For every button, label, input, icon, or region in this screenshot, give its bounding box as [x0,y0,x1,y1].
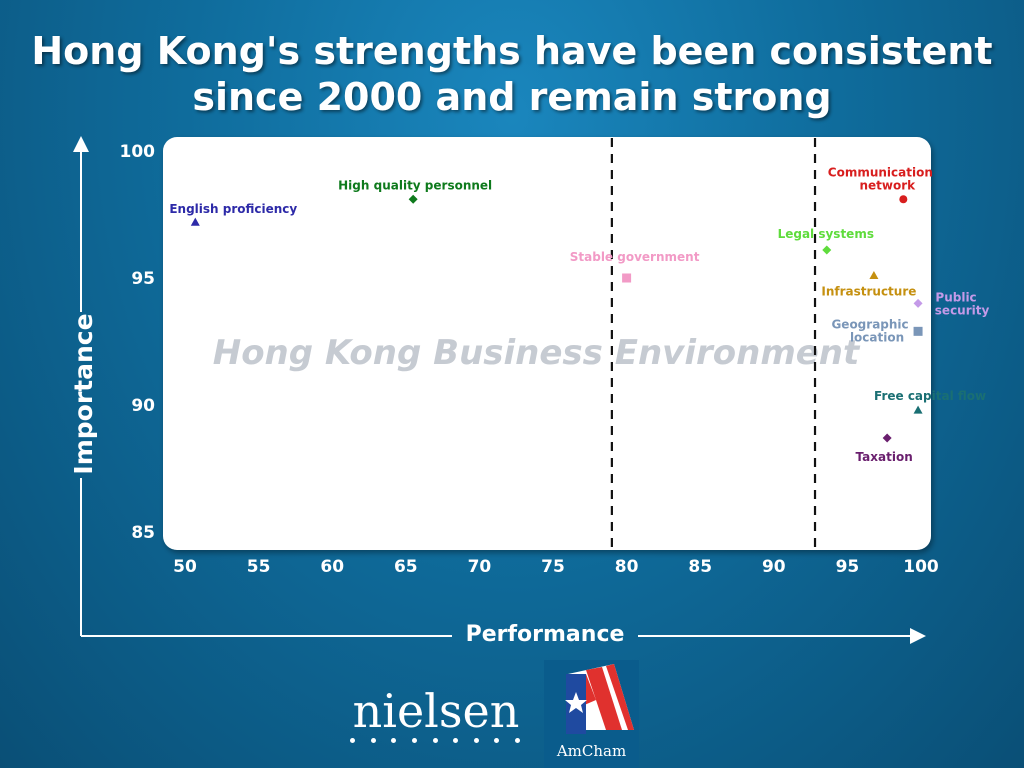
nielsen-logo: nielsen [346,684,526,738]
y-tick-label: 90 [131,396,155,416]
y-tick-labels: 85 90 95 100 [120,142,156,543]
y-tick-label: 95 [131,269,155,289]
title-line-1: Hong Kong's strengths have been consiste… [31,29,993,73]
data-point-communication-network [899,195,908,204]
data-points: English proficiency High quality personne… [169,165,989,464]
data-point-geographic-location [913,326,923,336]
nielsen-logo-text: nielsen [352,684,520,738]
x-tick-label: 65 [394,557,418,577]
reference-lines [610,138,817,549]
data-point-stable-government [622,273,632,283]
data-point-infrastructure [869,270,879,280]
amcham-logo: AmCham [544,660,639,768]
x-tick-label: 55 [247,557,271,577]
x-tick-label: 80 [615,557,639,577]
y-axis: Importance [69,136,98,636]
x-tick-labels: 50 55 60 65 70 75 80 85 90 95 100 [173,557,939,577]
data-label-stable-government: Stable government [570,250,700,264]
amcham-logo-text: AmCham [556,742,627,760]
data-label-communication-network: network [860,178,917,192]
data-label-public-security: Public [935,290,976,304]
x-tick-label: 75 [541,557,565,577]
data-label-legal-systems: Legal systems [778,227,874,241]
slide-title: Hong Kong's strengths have been consiste… [0,28,1024,120]
x-tick-label: 60 [320,557,344,577]
y-axis-label: Importance [69,313,98,474]
x-tick-label: 100 [903,557,939,577]
x-tick-label: 95 [836,557,860,577]
x-axis: Performance [81,622,926,647]
amcham-sail-icon [565,664,634,734]
data-point-english-proficiency [190,217,200,226]
data-label-taxation: Taxation [856,450,913,464]
nielsen-logo-dots [350,738,520,746]
x-axis-arrow-icon [910,628,926,644]
x-tick-label: 70 [468,557,492,577]
data-label-geographic-location: Geographic [831,317,908,331]
data-point-legal-systems [822,245,832,255]
data-point-public-security [913,298,923,308]
data-label-public-security: security [935,303,990,317]
data-label-infrastructure: Infrastructure [821,284,916,298]
data-label-geographic-location: location [850,330,904,344]
data-label-communication-network: Communication [828,165,933,179]
x-tick-label: 90 [762,557,786,577]
data-label-english-proficiency: English proficiency [169,202,297,216]
data-label-free-capital-flow: Free capital flow [874,389,986,403]
y-axis-arrow-icon [73,136,89,152]
y-tick-label: 100 [120,142,156,162]
y-tick-label: 85 [131,523,155,543]
data-point-free-capital-flow [913,405,923,414]
x-axis-label: Performance [466,622,625,647]
x-tick-label: 50 [173,557,197,577]
watermark: Hong Kong Business Environment [213,333,861,373]
data-label-high-quality-personnel: High quality personnel [338,178,492,192]
x-tick-label: 85 [688,557,712,577]
title-line-2: since 2000 and remain strong [192,75,832,119]
plot-area [163,137,931,550]
data-point-taxation [882,433,892,443]
data-point-high-quality-personnel [408,194,418,204]
